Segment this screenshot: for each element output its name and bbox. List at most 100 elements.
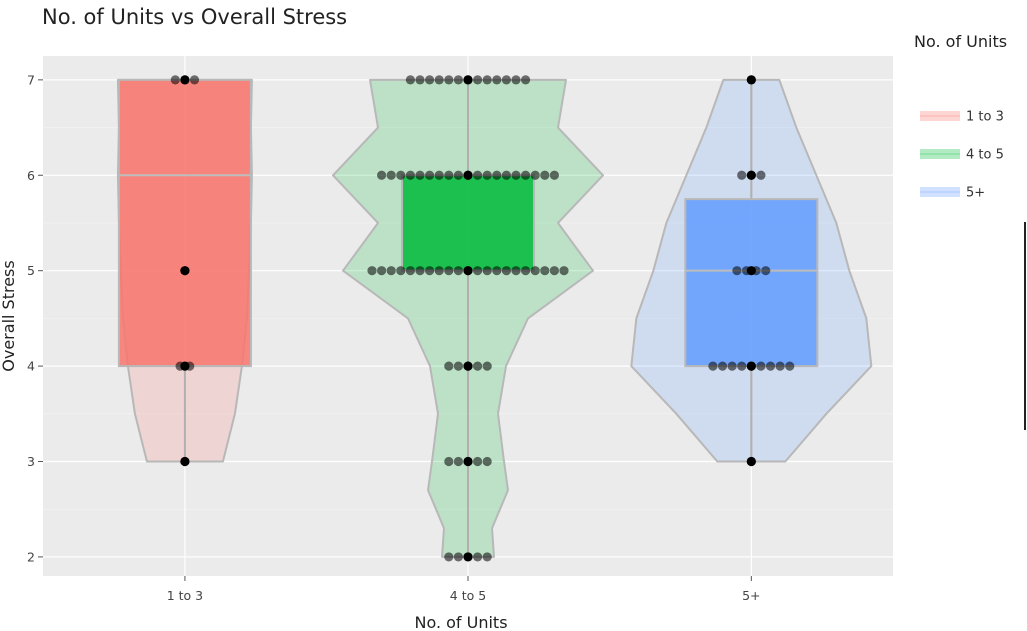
x-axis: 1 to 3 4 to 5 5+ [167, 576, 761, 603]
data-point [530, 170, 540, 180]
data-point [425, 170, 435, 180]
data-point [377, 170, 387, 180]
data-point [444, 456, 454, 467]
data-point-center [463, 361, 473, 371]
data-point [444, 361, 454, 371]
data-point [444, 75, 454, 85]
data-point [727, 361, 737, 371]
data-point [415, 170, 425, 180]
data-point-center [746, 456, 756, 467]
y-axis-title: Overall Stress [0, 260, 18, 371]
data-point-center [463, 266, 473, 276]
data-point [521, 170, 531, 180]
legend: No. of Units 1 to 3 4 to 5 5+ [914, 32, 1026, 430]
data-point [482, 266, 492, 276]
data-point [473, 552, 483, 562]
data-point [189, 75, 200, 85]
legend-swatch-2 [920, 187, 960, 197]
data-point [453, 361, 463, 371]
data-point [482, 456, 492, 467]
data-point [434, 266, 444, 276]
data-point-center [463, 552, 473, 562]
data-point [453, 75, 463, 85]
data-point [170, 75, 180, 85]
data-point [732, 266, 742, 276]
data-point [425, 266, 435, 276]
data-point [530, 266, 540, 276]
data-point [511, 170, 521, 180]
data-point [473, 170, 483, 180]
data-point-center [746, 75, 756, 85]
data-point [473, 361, 483, 371]
data-point [521, 266, 531, 276]
chart-title: No. of Units vs Overall Stress [42, 5, 348, 29]
data-point [386, 266, 396, 276]
box-1 [401, 174, 535, 272]
data-point [492, 266, 502, 276]
box-layer [117, 78, 819, 557]
data-point [761, 266, 771, 276]
legend-swatch-0 [920, 111, 960, 121]
data-point [473, 266, 483, 276]
data-point-center [180, 266, 190, 276]
x-tick-label: 1 to 3 [167, 588, 203, 603]
data-point [473, 75, 483, 85]
data-point [453, 170, 463, 180]
data-point [756, 170, 766, 180]
data-point [405, 170, 415, 180]
data-point-center [463, 456, 473, 467]
y-tick-label: 2 [27, 549, 35, 564]
x-tick-label: 5+ [742, 588, 760, 603]
legend-title: No. of Units [914, 32, 1007, 51]
data-point [415, 75, 425, 85]
data-point [775, 361, 785, 371]
data-point [708, 361, 718, 371]
data-point [511, 266, 521, 276]
data-point [453, 266, 463, 276]
data-point [405, 75, 415, 85]
data-point [453, 552, 463, 562]
data-point-center [180, 361, 190, 371]
legend-label-2: 5+ [966, 186, 985, 201]
data-point-center [180, 75, 190, 85]
y-tick-label: 6 [27, 168, 35, 183]
data-point [453, 456, 463, 467]
data-point [501, 266, 511, 276]
data-point [756, 361, 766, 371]
y-tick-label: 5 [27, 263, 35, 278]
data-point [765, 361, 776, 371]
box-2 [684, 198, 819, 368]
data-point-center [746, 266, 756, 276]
data-point [415, 266, 425, 276]
y-axis: 2 3 4 5 6 7 [27, 72, 43, 564]
data-point [425, 75, 435, 85]
data-point [473, 456, 483, 467]
box-0 [117, 78, 252, 368]
data-point [737, 361, 747, 371]
data-point [492, 75, 502, 85]
data-point [386, 170, 396, 180]
x-axis-title: No. of Units [414, 613, 507, 631]
data-point [511, 75, 521, 85]
data-point [540, 170, 550, 180]
point-layer [170, 75, 795, 562]
data-point [367, 266, 377, 276]
legend-swatch-1 [920, 149, 960, 159]
data-point [377, 266, 387, 276]
data-point [444, 552, 454, 562]
data-point [737, 170, 747, 180]
data-point-center [746, 170, 756, 180]
data-point [482, 170, 492, 180]
data-point [482, 552, 492, 562]
data-point [396, 266, 406, 276]
data-point [434, 75, 444, 85]
data-point [501, 75, 511, 85]
data-point-center [180, 456, 190, 467]
data-point [521, 75, 531, 85]
y-tick-label: 3 [27, 454, 35, 469]
data-point-center [746, 361, 756, 371]
data-point [434, 170, 444, 180]
legend-label-1: 4 to 5 [966, 148, 1004, 163]
data-point [501, 170, 511, 180]
